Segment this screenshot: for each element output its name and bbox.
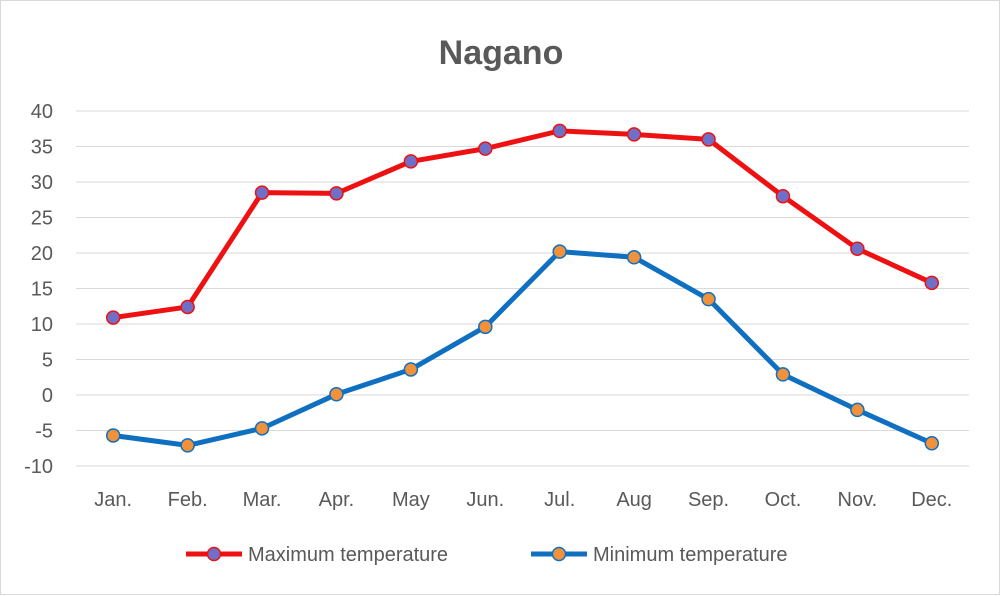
x-tick-label: Dec. <box>911 489 952 511</box>
data-point <box>775 367 791 382</box>
y-tick-label: 5 <box>42 350 53 372</box>
y-tick-label: 40 <box>31 101 53 123</box>
x-tick-label: Jan. <box>94 489 132 511</box>
series-min <box>105 244 940 453</box>
data-point <box>626 127 642 142</box>
series-lines <box>105 123 940 453</box>
data-point <box>478 141 493 156</box>
y-axis-ticks: 40 35 30 25 20 15 10 5 0 -5 -10 <box>24 101 53 478</box>
x-tick-label: Aug <box>616 489 652 511</box>
chart-title: Nagano <box>439 34 564 72</box>
y-tick-label: -5 <box>35 421 53 443</box>
data-point <box>403 362 419 377</box>
data-point <box>180 438 195 453</box>
x-tick-label: Sep. <box>688 489 729 511</box>
y-tick-label: 10 <box>31 314 53 336</box>
data-point <box>105 310 121 325</box>
x-tick-label: Nov. <box>838 489 878 511</box>
x-tick-label: Mar. <box>243 489 282 511</box>
data-point <box>626 250 642 265</box>
x-axis-ticks: Jan. Feb. Mar. Apr. May Jun. Jul. Aug Sep. Oct. No… <box>94 489 952 511</box>
data-point <box>701 132 716 147</box>
data-point <box>403 154 419 169</box>
x-tick-label: May <box>392 489 430 511</box>
x-tick-label: Oct. <box>765 489 802 511</box>
data-point <box>254 185 270 200</box>
data-point <box>552 123 567 139</box>
data-point <box>105 428 121 443</box>
data-point <box>924 436 940 451</box>
data-point <box>329 186 344 201</box>
legend: Maximum temperature Minimum temperature <box>186 544 788 566</box>
legend-item: Maximum temperature <box>186 544 448 566</box>
x-tick-label: Jul. <box>544 489 575 511</box>
y-tick-label: 20 <box>31 243 53 265</box>
y-tick-label: 0 <box>42 385 53 407</box>
series-line <box>110 128 935 321</box>
data-point <box>701 291 716 307</box>
legend-label: Maximum temperature <box>248 544 448 566</box>
data-point <box>329 387 344 402</box>
x-tick-label: Feb. <box>168 489 208 511</box>
y-tick-label: -10 <box>24 456 53 478</box>
data-point <box>180 299 195 315</box>
data-point <box>850 402 865 418</box>
y-tick-label: 35 <box>31 137 53 159</box>
data-point <box>478 319 493 335</box>
data-point <box>924 275 940 291</box>
legend-marker <box>551 546 567 562</box>
data-point <box>850 241 865 256</box>
legend-label: Minimum temperature <box>593 544 788 566</box>
data-point <box>254 421 270 436</box>
y-tick-label: 15 <box>31 279 53 301</box>
data-point <box>552 244 567 259</box>
x-tick-label: Jun. <box>466 489 504 511</box>
series-max <box>105 123 940 325</box>
legend-marker <box>206 546 222 562</box>
y-tick-label: 30 <box>31 172 53 194</box>
x-tick-label: Apr. <box>319 489 355 511</box>
y-tick-label: 25 <box>31 208 53 230</box>
legend-item: Minimum temperature <box>531 544 788 566</box>
series-line <box>110 249 935 448</box>
data-point <box>775 188 791 204</box>
